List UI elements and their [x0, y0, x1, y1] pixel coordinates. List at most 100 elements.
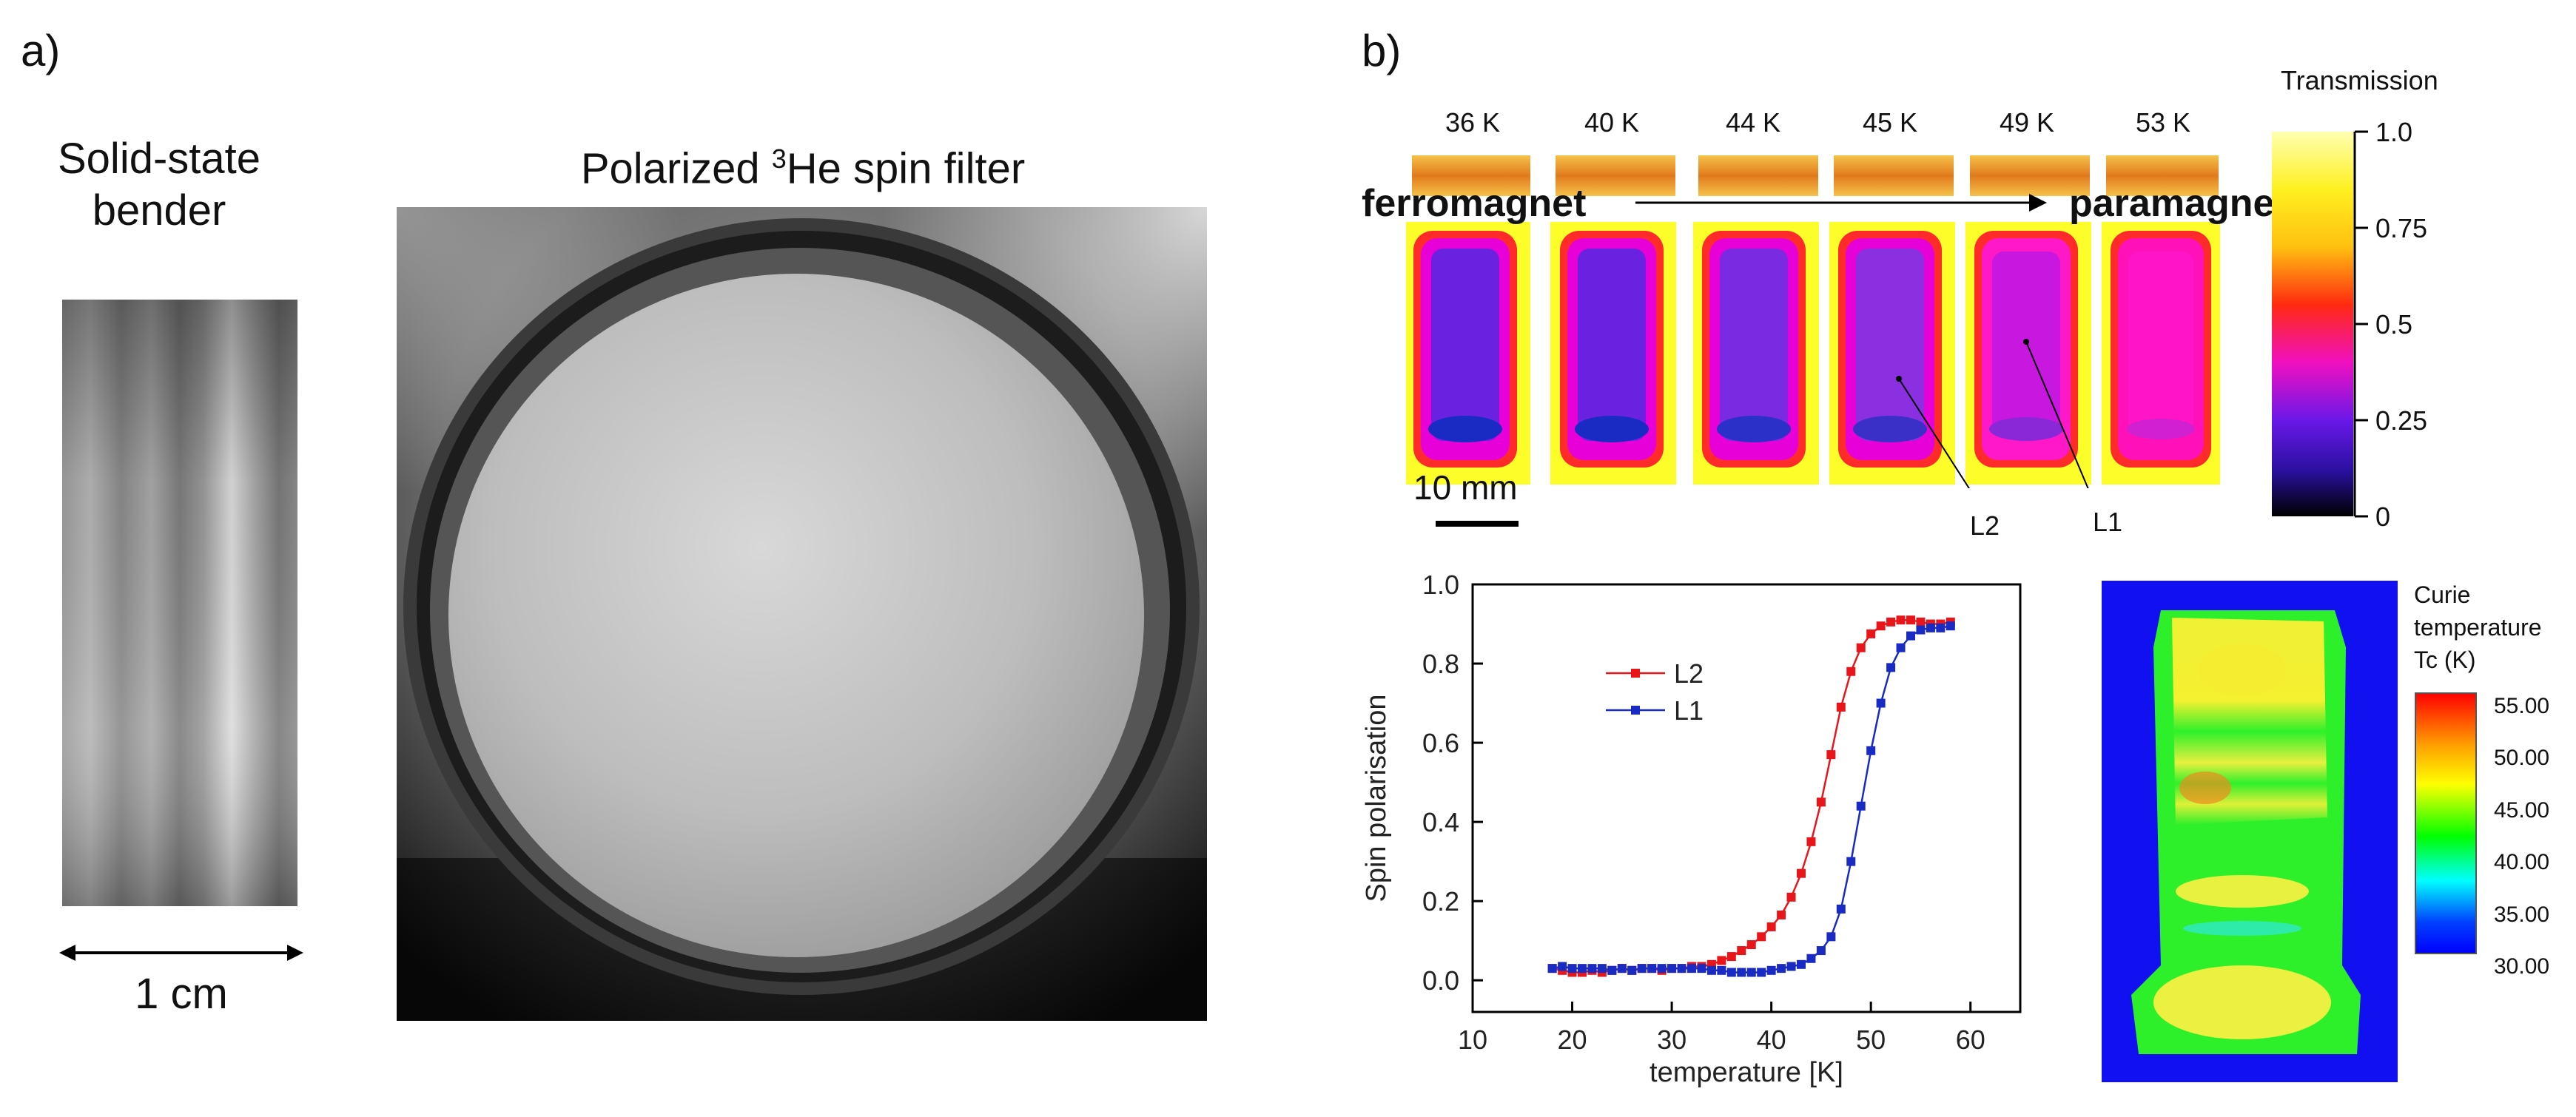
data-point-l2	[1886, 617, 1896, 627]
data-point-l2	[1766, 922, 1776, 931]
data-point-l1	[1627, 965, 1637, 975]
data-point-l1	[1757, 968, 1766, 977]
panel-b-label: b)	[1362, 26, 1402, 75]
bender-title: Solid-state bender	[37, 133, 281, 237]
tc-title-line3: Tc (K)	[2414, 647, 2476, 673]
data-point-l1	[1826, 932, 1836, 942]
data-point-l1	[1578, 964, 1587, 973]
data-point-l1	[1896, 643, 1906, 652]
data-point-l2	[1757, 932, 1766, 942]
sample-40k	[1550, 155, 1676, 485]
data-point-l1	[1647, 964, 1657, 973]
data-point-l1	[1916, 625, 1926, 635]
x-tick-label: 20	[1558, 1025, 1587, 1055]
y-tick-label: 0.4	[1422, 807, 1459, 837]
x-tick-label: 40	[1757, 1025, 1786, 1055]
data-point-l2	[1856, 643, 1866, 652]
data-point-l1	[1607, 965, 1617, 975]
bender-title-line2: bender	[92, 186, 226, 234]
data-point-l1	[1547, 964, 1557, 973]
data-point-l2	[1786, 892, 1796, 902]
temp-label-2: 40 K	[1584, 107, 1640, 138]
data-point-l2	[1726, 952, 1736, 962]
data-point-l1	[1726, 968, 1736, 977]
paramagnet-label: paramagnet	[2069, 182, 2287, 225]
curie-temperature-map	[2102, 581, 2398, 1082]
data-point-l1	[1816, 946, 1826, 956]
data-point-l2	[1806, 837, 1816, 846]
tc-tick-3: 45.00	[2494, 797, 2550, 823]
data-point-l2	[1906, 615, 1915, 625]
data-point-l1	[1806, 954, 1816, 963]
data-point-l1	[1797, 959, 1806, 969]
data-point-l2	[1797, 868, 1806, 878]
data-point-l1	[1876, 698, 1886, 708]
temp-label-6: 53 K	[2135, 107, 2191, 138]
data-point-l1	[1766, 965, 1776, 975]
panel-a-label: a)	[21, 26, 61, 75]
data-point-l1	[1617, 964, 1627, 973]
data-point-l1	[1946, 621, 1955, 631]
legend-marker-l2	[1631, 669, 1640, 678]
sample-45k	[1829, 155, 1955, 485]
filter-title-post: He spin filter	[786, 144, 1026, 193]
colorbar-tick-5: 0	[2375, 502, 2391, 532]
data-point-l1	[1587, 964, 1597, 973]
data-point-l1	[1856, 801, 1866, 811]
data-point-l1	[1866, 746, 1876, 755]
data-point-l1	[1836, 904, 1846, 914]
legend-label-l2: L2	[1674, 658, 1704, 689]
data-point-l1	[1717, 965, 1726, 975]
tc-tick-5: 35.00	[2494, 902, 2550, 927]
temp-label-4: 45 K	[1862, 107, 1918, 138]
chart-ylabel: Spin polarisation	[1361, 695, 1392, 902]
x-tick-label: 10	[1458, 1025, 1487, 1055]
y-tick-label: 0.6	[1422, 728, 1459, 758]
data-point-l1	[1846, 857, 1856, 866]
colorbar-tick-4: 0.25	[2375, 405, 2428, 436]
data-point-l2	[1717, 956, 1726, 965]
data-point-l2	[1737, 946, 1746, 956]
x-tick-label: 30	[1657, 1025, 1686, 1055]
tc-tick-6: 30.00	[2494, 954, 2550, 979]
transmission-colorbar	[2272, 130, 2368, 518]
data-point-l1	[1637, 964, 1647, 973]
y-tick-label: 1.0	[1422, 570, 1459, 600]
tc-colorbar	[2415, 692, 2477, 954]
sample-44k	[1693, 155, 1819, 485]
transmission-colorbar-title: Transmission	[2281, 65, 2438, 95]
scalebar-label: 10 mm	[1413, 468, 1518, 507]
data-point-l2	[1896, 615, 1906, 625]
colorbar-tick-3: 0.5	[2375, 309, 2413, 340]
y-tick-label: 0.2	[1422, 886, 1459, 917]
filter-title: Polarized 3He spin filter	[400, 133, 1206, 195]
chart-xlabel: temperature [K]	[1649, 1057, 1843, 1088]
filter-title-sup: 3	[771, 144, 787, 174]
data-point-l1	[1906, 631, 1915, 641]
y-tick-label: 0.0	[1422, 965, 1459, 996]
temp-label-3: 44 K	[1725, 107, 1781, 138]
data-point-l1	[1936, 623, 1946, 632]
data-point-l1	[1886, 663, 1896, 672]
data-point-l1	[1737, 968, 1746, 977]
data-point-l2	[1916, 617, 1926, 627]
data-point-l2	[1836, 702, 1846, 712]
ferromagnet-label: ferromagnet	[1362, 182, 1587, 225]
data-point-l1	[1657, 964, 1667, 973]
tc-colorbar-ticks: 55.00 50.00 45.00 40.00 35.00 30.00	[2494, 681, 2549, 993]
sample-36k	[1406, 155, 1530, 485]
transmission-images	[1406, 155, 2220, 488]
data-point-l1	[1926, 623, 1935, 632]
data-point-l1	[1677, 964, 1686, 973]
tc-colorbar-title: Curie temperature Tc (K)	[2414, 578, 2542, 676]
bender-image	[62, 300, 297, 906]
data-point-l1	[1697, 964, 1706, 973]
sample-53k	[2102, 155, 2220, 485]
temp-label-1: 36 K	[1445, 107, 1501, 138]
spin-polarisation-chart: 10 20 30 40 50 60 0.0 0.2 0.4 0.6 0.8 1.0 L2 L1 temp…	[1361, 570, 2022, 1088]
tc-tick-1: 55.00	[2494, 694, 2550, 718]
bender-scale-label: 1 cm	[135, 970, 228, 1018]
marker-l2-label: L2	[1970, 510, 2000, 541]
data-point-l1	[1667, 964, 1677, 973]
bender-title-line1: Solid-state	[57, 135, 261, 183]
